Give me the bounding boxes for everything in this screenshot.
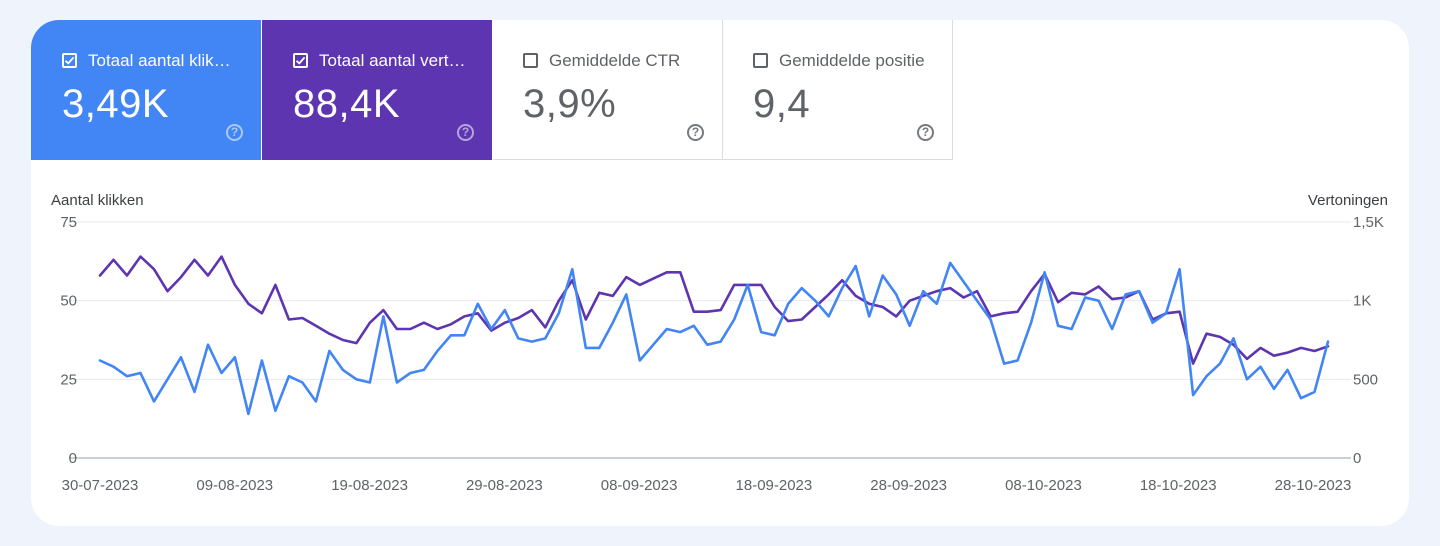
- x-tick-label: 19-08-2023: [331, 477, 408, 494]
- left-tick-label: 25: [60, 371, 77, 388]
- series-line-impressions: [98, 255, 1330, 365]
- left-tick-label: 50: [60, 293, 77, 310]
- help-icon[interactable]: ?: [917, 124, 934, 141]
- help-icon[interactable]: ?: [457, 124, 474, 141]
- metric-label: Totaal aantal vert…: [319, 51, 466, 70]
- help-icon[interactable]: ?: [687, 124, 704, 141]
- left-axis-title: Aantal klikken: [51, 192, 144, 209]
- right-tick-label: 0: [1353, 450, 1361, 467]
- checkbox-unchecked-icon[interactable]: [523, 53, 538, 68]
- left-tick-label: 75: [60, 214, 77, 231]
- metric-tile-position[interactable]: Gemiddelde positie 9,4 ?: [723, 20, 953, 160]
- right-tick-label: 1K: [1353, 293, 1371, 310]
- x-tick-label: 29-08-2023: [466, 477, 543, 494]
- performance-chart[interactable]: Aantal klikken Vertoningen 0 0 25 500 50 1K 75…: [31, 20, 1409, 526]
- x-tick-label: 08-10-2023: [1005, 477, 1082, 494]
- series-lines: [98, 255, 1330, 416]
- checkbox-checked-icon[interactable]: [293, 53, 308, 68]
- left-tick-label: 0: [69, 450, 77, 467]
- metric-label: Gemiddelde positie: [779, 51, 925, 70]
- x-tick-label: 18-09-2023: [736, 477, 813, 494]
- x-tick-label: 28-09-2023: [870, 477, 947, 494]
- metric-value: 3,9%: [523, 82, 617, 126]
- axis-ticks: 0 0 25 500 50 1K 75 1,5K 30-07-2023 09-08-2023 19-…: [60, 214, 1384, 494]
- grid-lines: [69, 221, 1351, 459]
- series-line-clicks: [98, 261, 1330, 416]
- right-axis-title: Vertoningen: [1308, 192, 1388, 209]
- metric-value: 3,49K: [62, 82, 170, 126]
- metric-value: 9,4: [753, 82, 811, 126]
- metric-tile-ctr[interactable]: Gemiddelde CTR 3,9% ?: [493, 20, 723, 160]
- metric-label: Totaal aantal klik…: [88, 51, 231, 70]
- x-tick-label: 09-08-2023: [196, 477, 273, 494]
- checkbox-unchecked-icon[interactable]: [753, 53, 768, 68]
- metric-tile-impressions[interactable]: Totaal aantal vert… 88,4K ?: [262, 20, 492, 160]
- right-tick-label: 1,5K: [1353, 214, 1384, 231]
- performance-card: Totaal aantal klik… 3,49K ? Totaal aanta…: [31, 20, 1409, 526]
- x-tick-label: 18-10-2023: [1140, 477, 1217, 494]
- metric-value: 88,4K: [293, 82, 401, 126]
- metric-tile-clicks[interactable]: Totaal aantal klik… 3,49K ?: [31, 20, 261, 160]
- metric-label: Gemiddelde CTR: [549, 51, 681, 70]
- x-tick-label: 28-10-2023: [1275, 477, 1352, 494]
- checkbox-checked-icon[interactable]: [62, 53, 77, 68]
- x-tick-label: 08-09-2023: [601, 477, 678, 494]
- help-icon[interactable]: ?: [226, 124, 243, 141]
- x-tick-label: 30-07-2023: [62, 477, 139, 494]
- right-tick-label: 500: [1353, 371, 1378, 388]
